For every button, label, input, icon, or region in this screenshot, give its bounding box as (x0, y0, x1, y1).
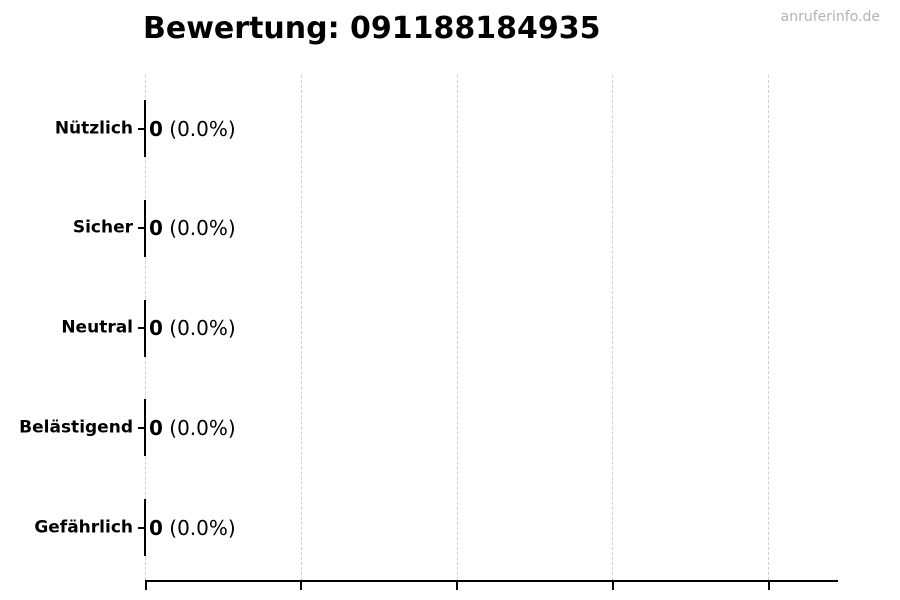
plot-area: Nützlich 0 (0.0%) Sicher 0 (0.0%) Neutra… (19, 75, 838, 590)
value-percent: (0.0%) (169, 116, 236, 141)
vertical-gridline (768, 75, 769, 580)
y-axis-tick (138, 526, 145, 529)
zero-value-bar (144, 399, 146, 457)
value-percent: (0.0%) (169, 415, 236, 440)
value-annotation: 0 (0.0%) (149, 119, 236, 139)
category-label: Belästigend (19, 417, 133, 438)
y-axis-tick (138, 127, 145, 130)
zero-value-bar (144, 100, 146, 157)
x-axis-tick (300, 582, 303, 590)
value-count: 0 (149, 116, 163, 141)
category-label: Gefährlich (34, 517, 133, 537)
value-annotation: 0 (0.0%) (149, 318, 236, 338)
category-label: Sicher (72, 217, 133, 238)
category-label: Nützlich (54, 118, 133, 138)
y-axis-tick (138, 227, 145, 230)
x-axis-tick (611, 582, 614, 590)
value-percent: (0.0%) (169, 216, 236, 241)
category-label: Neutral (61, 317, 133, 338)
zero-value-bar (144, 299, 146, 357)
value-annotation: 0 (0.0%) (149, 518, 236, 538)
watermark-text: anruferinfo.de (780, 9, 880, 25)
value-count: 0 (149, 216, 163, 241)
vertical-gridline (456, 75, 458, 580)
value-count: 0 (149, 316, 163, 340)
x-axis-tick (456, 582, 458, 590)
value-annotation: 0 (0.0%) (149, 418, 236, 438)
zero-value-bar (144, 499, 146, 556)
value-annotation: 0 (0.0%) (149, 218, 236, 238)
y-axis-tick (138, 327, 145, 329)
x-axis-tick (767, 582, 770, 590)
y-axis-tick (138, 426, 145, 429)
value-count: 0 (149, 515, 163, 540)
chart-title: Bewertung: 091188184935 (143, 11, 601, 46)
vertical-gridline (612, 75, 614, 580)
value-percent: (0.0%) (169, 316, 236, 340)
value-count: 0 (149, 415, 163, 440)
zero-value-bar (144, 199, 146, 257)
x-axis-tick (144, 582, 147, 590)
vertical-gridline (300, 75, 302, 580)
value-percent: (0.0%) (169, 515, 236, 540)
